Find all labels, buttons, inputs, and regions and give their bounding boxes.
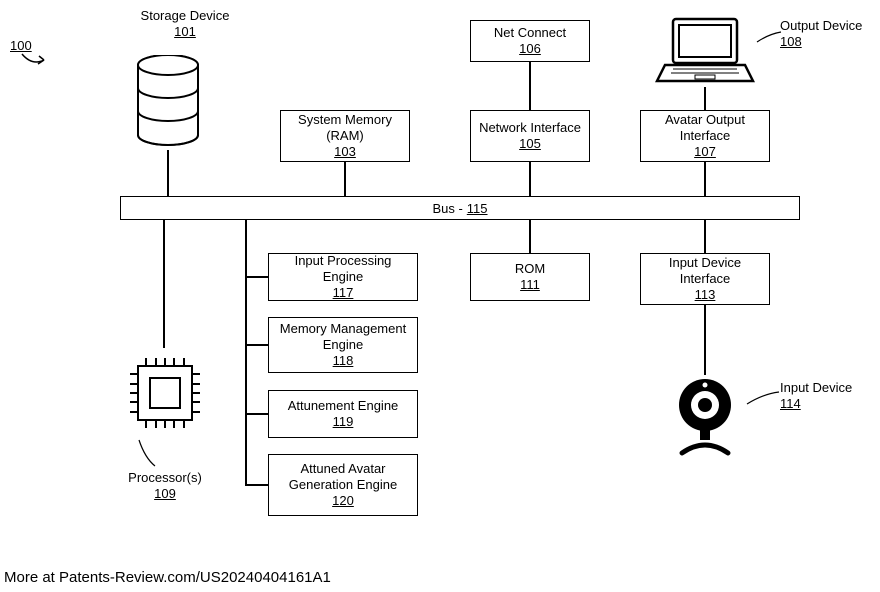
net-connect-box: Net Connect 106 <box>470 20 590 62</box>
avatar-generation-engine-box: Attuned Avatar Generation Engine 120 <box>268 454 418 516</box>
leader-line-icon <box>745 390 781 408</box>
rom-box: ROM 111 <box>470 253 590 301</box>
footer-text: More at Patents-Review.com/US20240404161… <box>4 569 331 586</box>
output-device-num: 108 <box>780 34 802 49</box>
cpu-icon <box>120 348 210 438</box>
processors-num: 109 <box>154 486 176 501</box>
att-num: 119 <box>333 414 354 430</box>
net-connect-text: Net Connect <box>494 25 566 41</box>
connector-line <box>163 220 165 348</box>
avatar-out-text: Avatar Output Interface <box>647 112 763 145</box>
output-device-label: Output Device 108 <box>780 18 880 51</box>
connector-line <box>344 162 346 196</box>
laptop-icon <box>655 15 755 87</box>
connector-line <box>704 162 706 196</box>
memory-management-engine-box: Memory Management Engine 118 <box>268 317 418 373</box>
connector-line <box>245 276 268 278</box>
connector-line <box>245 484 268 486</box>
leader-line-icon <box>755 30 783 46</box>
input-device-label: Input Device 114 <box>780 380 875 413</box>
processors-text: Processor(s) <box>128 470 202 485</box>
storage-device-label: Storage Device 101 <box>130 8 240 41</box>
attunement-engine-box: Attunement Engine 119 <box>268 390 418 438</box>
ipe-num: 117 <box>333 285 354 301</box>
arrow-icon <box>20 52 50 72</box>
net-connect-num: 106 <box>519 41 541 57</box>
ram-text: System Memory (RAM) <box>287 112 403 145</box>
connector-line <box>167 150 169 196</box>
rom-num: 111 <box>520 277 540 293</box>
aag-num: 120 <box>332 493 354 509</box>
input-processing-engine-box: Input Processing Engine 117 <box>268 253 418 301</box>
netif-num: 105 <box>519 136 541 152</box>
figure-ref-num: 100 <box>10 38 32 53</box>
connector-line <box>245 220 247 485</box>
mme-num: 118 <box>333 353 354 369</box>
connector-line <box>245 344 268 346</box>
network-interface-box: Network Interface 105 <box>470 110 590 162</box>
bus-text: Bus - <box>432 201 462 216</box>
storage-text: Storage Device <box>141 8 230 23</box>
connector-line <box>529 162 531 196</box>
avatar-output-box: Avatar Output Interface 107 <box>640 110 770 162</box>
netif-text: Network Interface <box>479 120 581 136</box>
att-text: Attunement Engine <box>288 398 399 414</box>
connector-line <box>529 62 531 110</box>
connector-line <box>704 220 706 253</box>
ipe-text: Input Processing Engine <box>275 253 411 286</box>
connector-line <box>245 413 268 415</box>
inputif-text: Input Device Interface <box>647 255 763 288</box>
aag-text: Attuned Avatar Generation Engine <box>275 461 411 494</box>
webcam-icon <box>670 375 740 457</box>
input-device-num: 114 <box>780 396 801 411</box>
database-icon <box>133 55 203 150</box>
input-interface-box: Input Device Interface 113 <box>640 253 770 305</box>
ram-box: System Memory (RAM) 103 <box>280 110 410 162</box>
rom-text: ROM <box>515 261 545 277</box>
bus-box: Bus - 115 <box>120 196 800 220</box>
ram-num: 103 <box>334 144 356 160</box>
input-device-text: Input Device <box>780 380 852 395</box>
mme-text: Memory Management Engine <box>275 321 411 354</box>
storage-num: 101 <box>174 24 196 39</box>
inputif-num: 113 <box>695 287 716 303</box>
output-device-text: Output Device <box>780 18 862 33</box>
avatar-out-num: 107 <box>694 144 716 160</box>
bus-num: 115 <box>467 201 488 216</box>
connector-line <box>704 87 706 110</box>
processors-label: Processor(s) 109 <box>120 470 210 503</box>
leader-line-icon <box>135 438 165 470</box>
connector-line <box>529 220 531 253</box>
connector-line <box>704 305 706 375</box>
